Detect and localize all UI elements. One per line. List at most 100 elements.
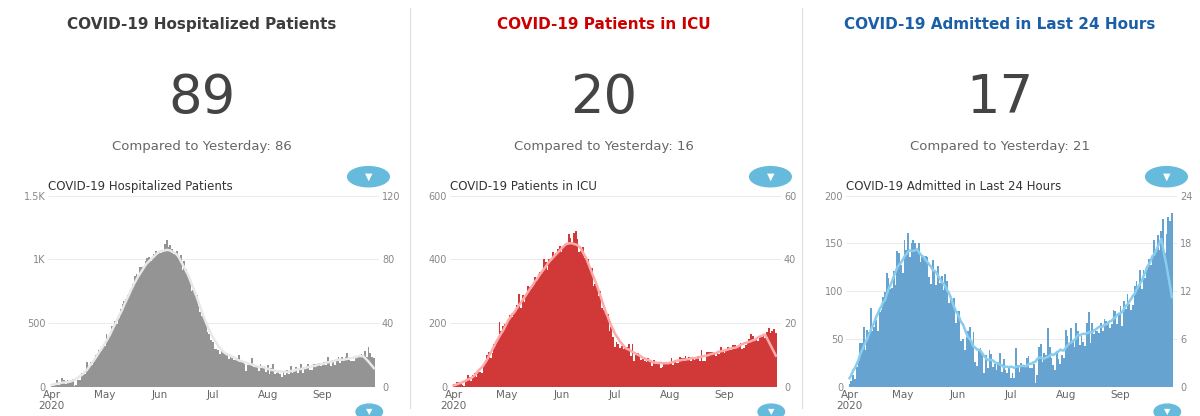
Bar (276, 373, 277, 387)
Bar (470, 381, 472, 387)
Bar (1141, 289, 1142, 387)
Bar (1044, 353, 1045, 387)
Bar (50, 385, 53, 387)
Bar (1122, 326, 1123, 387)
Bar (161, 253, 162, 387)
Bar (752, 336, 754, 387)
Bar (594, 284, 596, 387)
Bar (641, 359, 642, 387)
Bar (97, 357, 98, 387)
Bar (94, 360, 95, 387)
Bar (736, 347, 738, 387)
Bar (1075, 323, 1078, 387)
Bar (151, 258, 154, 387)
Bar (978, 351, 979, 387)
Text: ▼: ▼ (767, 172, 774, 182)
Bar (114, 320, 116, 387)
Bar (258, 371, 259, 387)
Bar (181, 270, 184, 387)
Text: COVID-19 Patients in ICU: COVID-19 Patients in ICU (450, 180, 596, 193)
Bar (274, 374, 276, 387)
Bar (901, 273, 904, 387)
Bar (463, 386, 466, 387)
Text: 17: 17 (966, 72, 1033, 124)
Bar (1031, 367, 1033, 387)
Bar (948, 303, 949, 387)
Bar (496, 341, 497, 387)
Bar (1130, 310, 1132, 387)
Bar (80, 373, 83, 387)
Bar (131, 289, 132, 387)
Bar (101, 351, 102, 387)
Bar (881, 310, 882, 387)
Bar (577, 239, 578, 387)
Bar (580, 251, 582, 387)
Bar (83, 374, 84, 387)
Bar (870, 307, 871, 387)
Bar (668, 363, 671, 387)
Bar (694, 359, 695, 387)
Bar (750, 334, 752, 387)
Bar (361, 354, 362, 387)
Bar (300, 364, 302, 387)
Bar (559, 246, 560, 387)
Bar (1026, 358, 1027, 387)
Bar (107, 337, 109, 387)
Bar (1012, 373, 1013, 387)
Bar (952, 301, 953, 387)
Bar (994, 364, 996, 387)
Bar (158, 251, 161, 387)
Bar (858, 357, 859, 387)
Bar (976, 366, 978, 387)
Bar (172, 249, 173, 387)
Bar (359, 356, 361, 387)
Bar (542, 259, 545, 387)
Bar (235, 359, 236, 387)
Bar (302, 373, 304, 387)
Bar (635, 355, 637, 387)
Bar (719, 354, 720, 387)
Bar (919, 262, 922, 387)
Bar (251, 358, 252, 387)
Bar (88, 366, 90, 387)
Circle shape (750, 167, 791, 187)
Bar (452, 384, 455, 387)
Bar (1015, 347, 1016, 387)
Bar (266, 365, 269, 387)
Bar (1115, 311, 1116, 387)
Bar (552, 252, 553, 387)
Bar (538, 274, 540, 387)
Bar (168, 247, 169, 387)
Bar (474, 373, 475, 387)
Bar (116, 324, 118, 387)
Bar (1097, 331, 1098, 387)
Text: ▼: ▼ (1164, 407, 1170, 416)
Text: ▼: ▼ (1163, 172, 1170, 182)
Bar (661, 367, 664, 387)
Bar (893, 271, 895, 387)
Bar (583, 258, 586, 387)
Bar (68, 383, 70, 387)
Bar (550, 260, 552, 387)
Bar (340, 363, 341, 387)
Bar (296, 373, 299, 387)
Circle shape (356, 404, 383, 416)
Bar (77, 380, 79, 387)
Bar (534, 277, 536, 387)
Bar (582, 248, 583, 387)
Bar (682, 358, 683, 387)
Bar (307, 364, 310, 387)
Bar (722, 351, 724, 387)
Bar (560, 252, 563, 387)
Bar (997, 362, 1000, 387)
Bar (908, 257, 911, 387)
Bar (754, 339, 756, 387)
Bar (497, 338, 499, 387)
Text: Compared to Yesterday: 16: Compared to Yesterday: 16 (514, 140, 694, 153)
Bar (598, 296, 600, 387)
Bar (732, 345, 734, 387)
Bar (695, 359, 697, 387)
Bar (1150, 265, 1152, 387)
Bar (332, 360, 334, 387)
Bar (322, 363, 324, 387)
